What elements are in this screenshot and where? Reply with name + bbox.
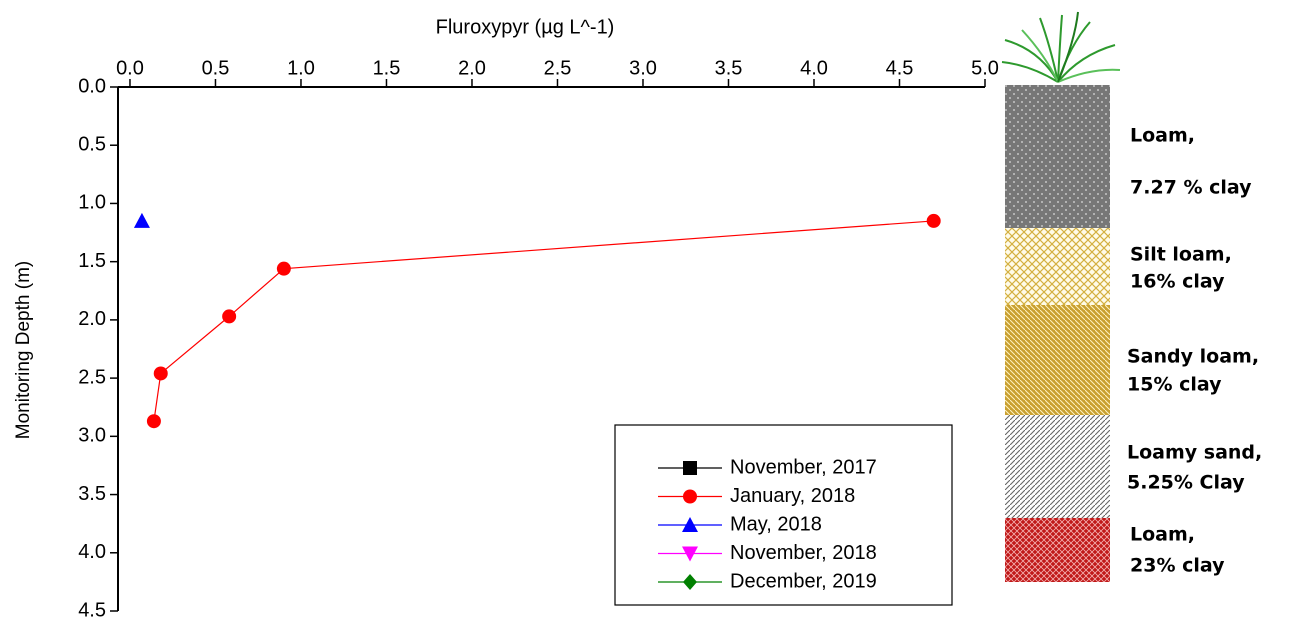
legend-label: November, 2017 (730, 456, 877, 478)
legend-marker (682, 517, 698, 532)
legend-label: May, 2018 (730, 513, 822, 535)
marker (276, 261, 291, 276)
y-tick-label: 3.0 (78, 425, 106, 447)
marker (146, 414, 161, 429)
series-line (153, 220, 934, 422)
soil-layer (1005, 518, 1110, 582)
x-tick-label: 1.5 (373, 57, 401, 79)
x-tick-label: 3.5 (715, 57, 743, 79)
marker (926, 213, 941, 228)
marker (153, 366, 168, 381)
x-axis-title: Fluroxypyr (µg L^-1) (436, 16, 615, 38)
y-tick-label: 1.5 (78, 250, 106, 272)
soil-label: 16% clay (1130, 271, 1225, 293)
y-axis-title: Monitoring Depth (m) (13, 261, 34, 439)
y-tick-label: 0.5 (78, 134, 106, 156)
y-tick-label: 2.0 (78, 308, 106, 330)
soil-layer (1005, 305, 1110, 415)
soil-label: 23% clay (1130, 555, 1225, 577)
x-tick-label: 2.0 (458, 57, 486, 79)
soil-label: Sandy loam, (1127, 346, 1259, 368)
y-tick-label: 2.5 (78, 366, 106, 388)
legend-label: December, 2019 (730, 570, 877, 592)
y-tick-label: 1.0 (78, 192, 106, 214)
x-tick-label: 1.0 (287, 57, 315, 79)
legend-marker (682, 546, 698, 562)
y-tick-label: 4.5 (78, 599, 106, 621)
soil-layer (1005, 415, 1110, 518)
soil-layer (1005, 228, 1110, 305)
marker (222, 309, 237, 324)
x-tick-label: 0.0 (116, 57, 144, 79)
x-tick-label: 4.5 (886, 57, 914, 79)
legend-marker (683, 461, 697, 475)
y-tick-label: 3.5 (78, 483, 106, 505)
soil-label: Loam, (1130, 524, 1195, 546)
marker (133, 212, 150, 228)
legend-box (614, 424, 953, 606)
grass-icon (1001, 11, 1121, 83)
soil-label: Loam, (1130, 125, 1195, 147)
soil-label: Silt loam, (1130, 244, 1232, 266)
legend-label: January, 2018 (730, 485, 855, 507)
x-tick-label: 0.5 (202, 57, 230, 79)
y-tick-label: 4.0 (78, 541, 106, 563)
x-tick-label: 4.0 (800, 57, 828, 79)
soil-label: 7.27 % clay (1130, 177, 1252, 199)
y-tick-label: 0.0 (78, 75, 106, 97)
soil-column (1005, 85, 1110, 582)
legend-label: November, 2018 (730, 542, 877, 564)
soil-label: 15% clay (1127, 374, 1222, 396)
soil-label: Loamy sand, (1127, 442, 1262, 464)
soil-label: 5.25% Clay (1127, 472, 1245, 494)
x-tick-label: 2.5 (544, 57, 572, 79)
soil-layer (1005, 85, 1110, 228)
legend-marker (683, 489, 697, 504)
legend-marker (683, 574, 697, 590)
x-tick-label: 3.0 (629, 57, 657, 79)
x-tick-label: 5.0 (971, 57, 999, 79)
